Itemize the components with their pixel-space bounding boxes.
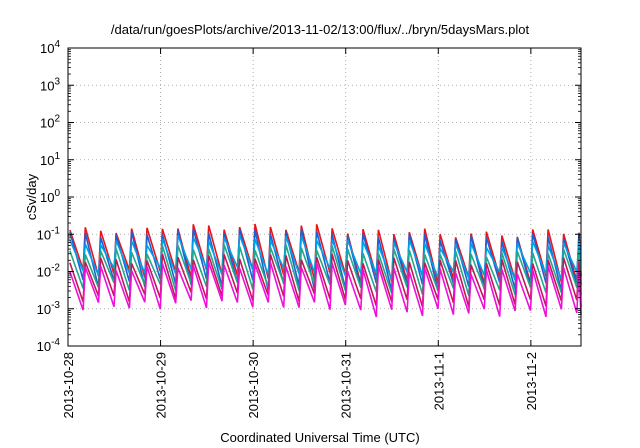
x-tick-label: 2013-10-30 xyxy=(246,352,261,419)
series-lines xyxy=(69,223,582,318)
y-tick-label: 104 xyxy=(40,39,60,56)
x-tick-label: 2013-11-2 xyxy=(524,352,539,410)
y-tick-label: 102 xyxy=(40,114,60,131)
axis-ticks: 10-4 10-3 10-2 10-1 100 101 102 103 104 2013-10-2… xyxy=(37,39,581,419)
y-tick-label: 103 xyxy=(40,76,60,93)
x-tick-label: 2013-10-29 xyxy=(154,352,169,419)
chart-title: /data/run/goesPlots/archive/2013-11-02/1… xyxy=(110,22,530,37)
x-tick-label: 2013-10-31 xyxy=(339,352,354,419)
y-tick-label: 101 xyxy=(40,151,60,168)
x-axis-label: Coordinated Universal Time (UTC) xyxy=(220,430,420,445)
x-tick-label: 2013-11-1 xyxy=(431,352,446,410)
y-axis-label: cSv/day xyxy=(24,173,39,220)
y-tick-label: 10-3 xyxy=(37,300,61,317)
y-tick-label: 10-4 xyxy=(37,337,61,354)
series-line-6 xyxy=(69,262,582,318)
y-tick-label: 10-2 xyxy=(37,263,61,280)
x-tick-label: 2013-10-28 xyxy=(61,352,76,419)
y-tick-label: 10-1 xyxy=(37,225,61,242)
y-tick-label: 100 xyxy=(40,188,60,205)
